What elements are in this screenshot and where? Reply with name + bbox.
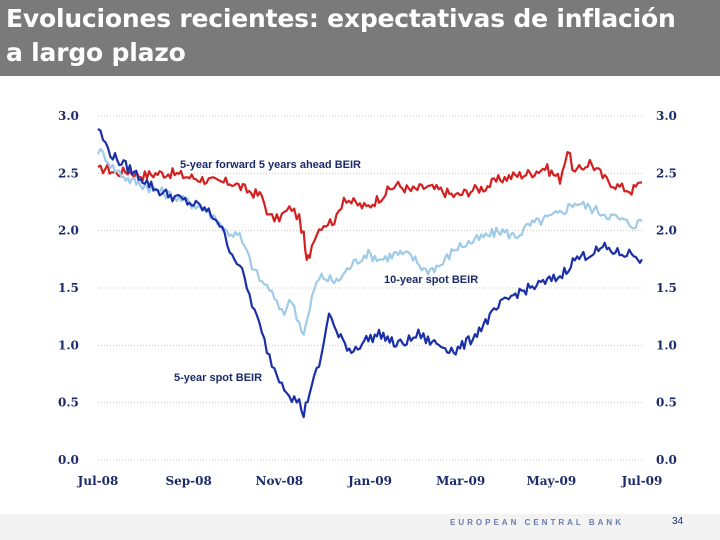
y-tick-label-right: 2.0 [656,224,677,238]
y-tick-label-right: 1.0 [656,338,677,352]
y-tick-label-left: 2.0 [58,224,79,238]
chart-ticks: 0.0 0.0 0.5 0.5 1.0 1.0 1.5 1.5 2.0 2.0 2.5 2.5 3.0 3… [58,109,677,488]
series-line-forward [97,150,642,261]
line-chart: 0.0 0.0 0.5 0.5 1.0 1.0 1.5 1.5 2.0 2.0 2.5 2.5 3.0 3… [58,109,677,488]
y-tick-label-left: 0.5 [58,396,79,410]
chart-series [97,128,643,419]
series-label-spot5: 5-year spot BEIR [174,372,262,384]
y-tick-label-left: 3.0 [58,109,79,123]
y-tick-label-left: 1.0 [58,338,79,352]
y-tick-label-right: 1.5 [656,281,677,295]
x-tick-label: Jul-09 [621,474,663,488]
series-label-forward: 5-year forward 5 years ahead BEIR [180,159,361,171]
series-line-spot10 [97,147,643,336]
x-tick-label: May-09 [526,474,576,488]
footer-band [0,514,720,540]
chart-annotations: 5-year forward 5 years ahead BEIR 10-year… [174,159,478,384]
ecb-logo-text: EUROPEAN CENTRAL BANK [450,518,624,527]
y-tick-label-right: 0.5 [656,396,677,410]
page-number: 34 [672,516,684,527]
series-line-spot5 [97,128,643,419]
y-tick-label-left: 2.5 [58,166,79,180]
x-tick-label: Jul-08 [77,474,119,488]
y-tick-label-right: 3.0 [656,109,677,123]
series-label-spot10: 10-year spot BEIR [384,274,478,286]
title-line-1: Evoluciones recientes: expectativas de i… [6,4,676,33]
x-tick-label: Nov-08 [256,474,304,488]
y-tick-label-right: 2.5 [656,166,677,180]
title-line-2: a largo plazo [6,38,186,67]
x-tick-label: Jan-09 [347,474,392,488]
y-tick-label-right: 0.0 [656,453,677,467]
y-tick-label-left: 1.5 [58,281,79,295]
y-tick-label-left: 0.0 [58,453,79,467]
x-tick-label: Mar-09 [436,474,485,488]
slide-title: Evoluciones recientes: expectativas de i… [6,2,716,70]
title-bar: Evoluciones recientes: expectativas de i… [0,0,720,76]
x-tick-label: Sep-08 [165,474,211,488]
